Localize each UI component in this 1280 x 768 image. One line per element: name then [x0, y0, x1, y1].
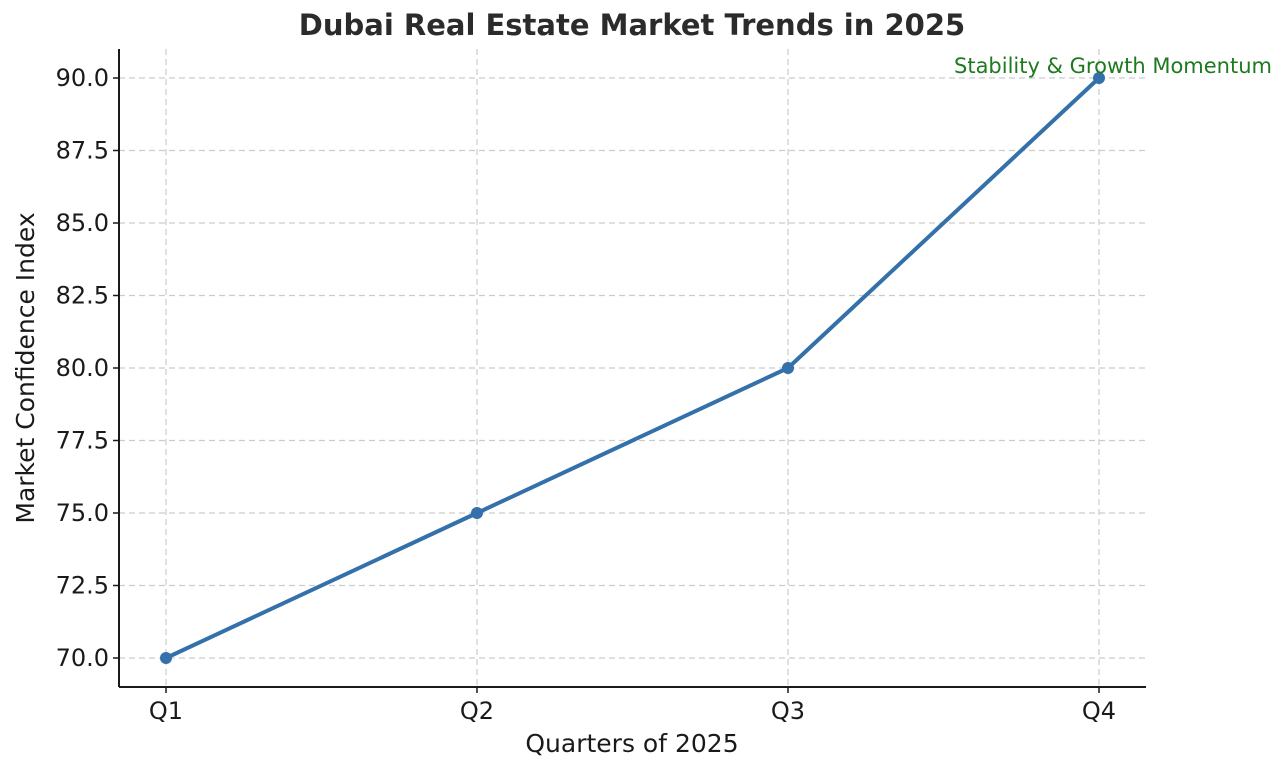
x-tick-label: Q3	[771, 697, 805, 725]
y-tick-label: 82.5	[56, 282, 109, 310]
y-tick-label: 80.0	[56, 354, 109, 382]
x-tick-label: Q1	[149, 697, 183, 725]
y-tick-label: 77.5	[56, 427, 109, 455]
y-tick-label: 85.0	[56, 209, 109, 237]
annotation-text: Stability & Growth Momentum	[954, 54, 1272, 78]
y-tick-label: 72.5	[56, 572, 109, 600]
data-point	[1093, 72, 1105, 84]
y-tick-label: 70.0	[56, 644, 109, 672]
grid-layer	[119, 49, 1146, 687]
x-axis-label: Quarters of 2025	[525, 729, 738, 758]
x-tick-label: Q4	[1082, 697, 1116, 725]
data-point	[782, 362, 794, 374]
x-tick-label: Q2	[460, 697, 494, 725]
data-point	[160, 652, 172, 664]
y-tick-label: 87.5	[56, 137, 109, 165]
y-tick-label: 75.0	[56, 499, 109, 527]
series-layer	[160, 72, 1105, 664]
chart-title: Dubai Real Estate Market Trends in 2025	[299, 8, 965, 42]
ticks-layer: 70.0 72.5 75.0 77.5 80.0 82.5 85.0 87.5 90.0 Q1 Q2…	[56, 64, 1117, 725]
y-axis-label: Market Confidence Index	[11, 212, 40, 523]
data-point	[471, 507, 483, 519]
series-line	[164, 76, 1101, 660]
y-tick-label: 90.0	[56, 64, 109, 92]
